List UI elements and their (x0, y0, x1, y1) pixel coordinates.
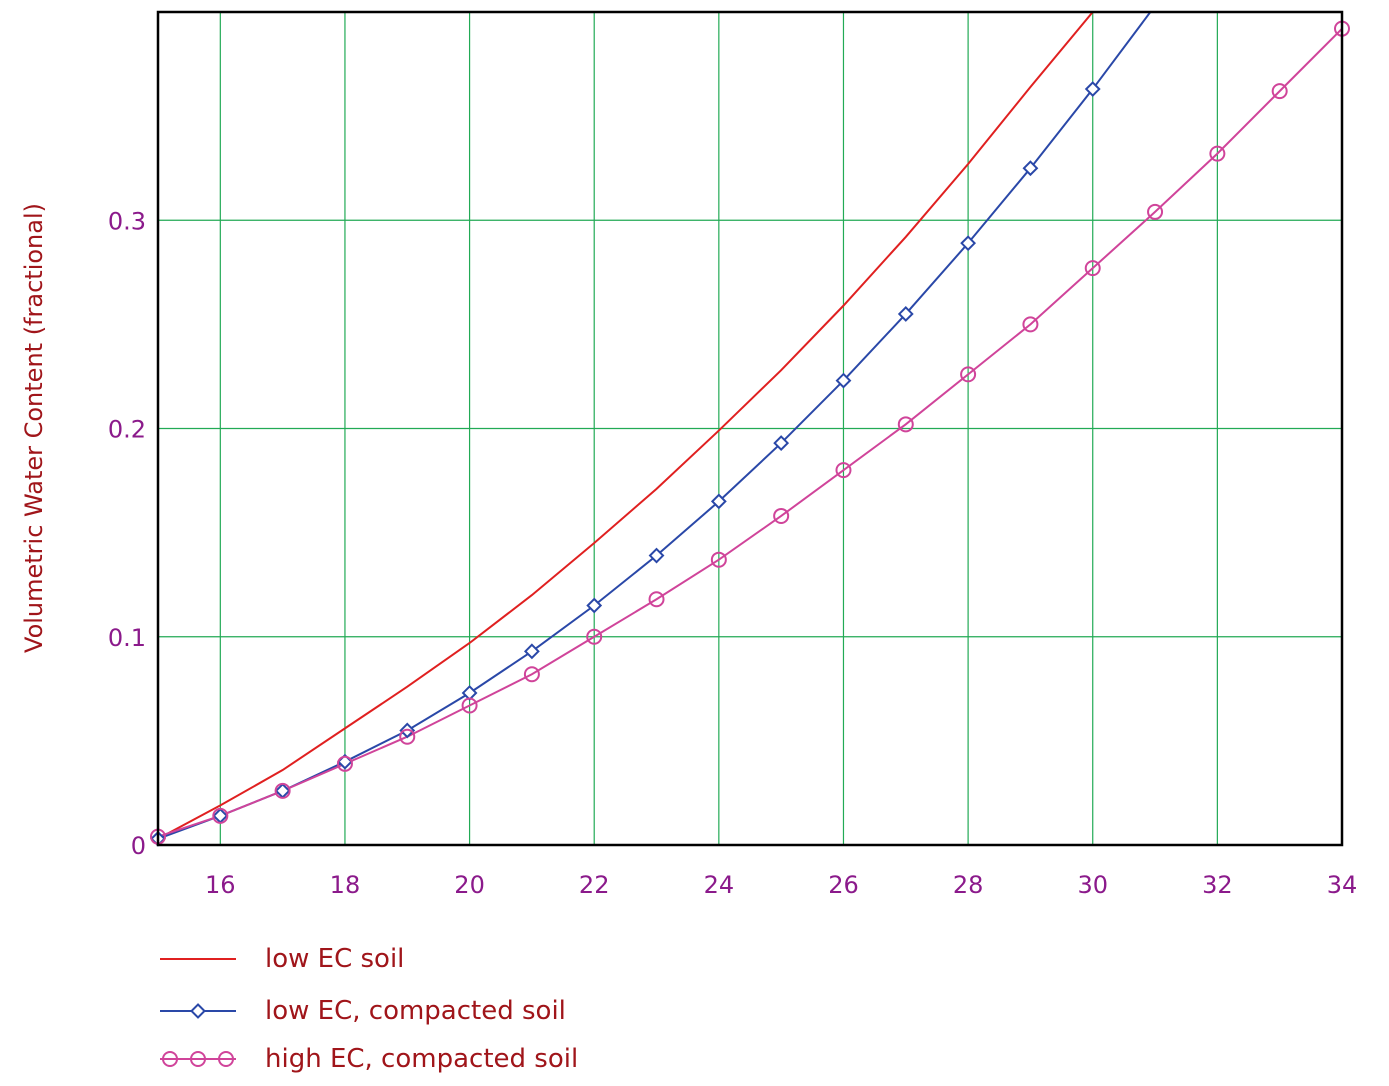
low-ec-soil-line (158, 12, 1095, 840)
low-ec-compacted-soil-point (461, 685, 478, 701)
legend-label: high EC, compacted soil (265, 1044, 578, 1074)
high-ec-compacted-soil-line (158, 27, 1342, 838)
high-ec-compacted-soil-point (960, 366, 977, 383)
low-ec-compacted-soil-point (1084, 81, 1101, 97)
y-tick-label: 0 (131, 832, 146, 860)
x-tick-label: 22 (579, 871, 610, 899)
high-ec-compacted-soil-point (523, 666, 540, 683)
low-ec-compacted-soil-point (897, 306, 914, 322)
low-ec-compacted-soil-point (523, 643, 540, 660)
y-axis-ticks: 0 0.1 0.2 0.3 (108, 207, 146, 860)
high-ec-compacted-soil-point (586, 628, 603, 645)
x-tick-label: 16 (205, 871, 236, 899)
high-ec-compacted-soil-point (835, 462, 852, 479)
high-ec-compacted-soil-point (399, 728, 416, 745)
high-ec-compacted-soil-point (1209, 145, 1226, 162)
legend-marker-diamond (190, 1003, 206, 1019)
y-tick-label: 0.1 (108, 624, 146, 652)
high-ec-compacted-soil-point (336, 755, 353, 772)
low-ec-compacted-soil-point (586, 597, 603, 614)
y-tick-label: 0.3 (108, 207, 146, 235)
high-ec-compacted-soil-point (897, 416, 914, 433)
high-ec-compacted-soil-point (212, 807, 229, 824)
high-ec-compacted-soil-point (1147, 203, 1164, 220)
grid (157, 12, 1343, 845)
x-axis-ticks: 16 18 20 22 24 26 28 30 32 34 (205, 871, 1357, 899)
x-tick-label: 24 (704, 871, 735, 899)
legend-label: low EC soil (265, 944, 404, 974)
high-ec-compacted-soil-point (1022, 316, 1039, 333)
marker-group (150, 20, 1350, 847)
legend-label: low EC, compacted soil (265, 996, 566, 1026)
high-ec-compacted-soil-point (1271, 83, 1288, 100)
low-ec-compacted-soil-point (773, 435, 790, 451)
low-ec-compacted-soil-point (710, 493, 727, 510)
legend-marker-circle (162, 1051, 178, 1067)
legend-marker-circle (190, 1051, 206, 1067)
x-tick-label: 18 (330, 871, 361, 899)
low-ec-compacted-soil-point (835, 372, 852, 389)
legend-item: low EC soil (160, 944, 404, 974)
x-tick-label: 34 (1327, 871, 1358, 899)
x-tick-label: 28 (953, 871, 984, 899)
low-ec-compacted-soil-point (960, 235, 977, 252)
high-ec-compacted-soil-point (274, 782, 291, 799)
legend: low EC soil low EC, compacted soil high EC… (160, 944, 578, 1074)
series-group (158, 12, 1342, 840)
high-ec-compacted-soil-point (461, 697, 478, 714)
legend-item: low EC, compacted soil (160, 996, 566, 1026)
x-tick-label: 20 (454, 871, 485, 899)
high-ec-compacted-soil-point (773, 507, 790, 524)
low-ec-compacted-soil-point (648, 547, 665, 564)
high-ec-compacted-soil-point (710, 551, 727, 568)
y-axis-label: Volumetric Water Content (fractional) (20, 203, 48, 653)
legend-marker-circle (218, 1051, 234, 1067)
low-ec-compacted-soil-point (1022, 160, 1039, 177)
low-ec-compacted-soil-line (158, 12, 1152, 840)
plot-frame (156, 10, 1344, 847)
x-tick-label: 30 (1077, 871, 1108, 899)
x-tick-label: 26 (828, 871, 859, 899)
y-tick-label: 0.2 (108, 416, 146, 444)
high-ec-compacted-soil-point (1084, 260, 1101, 277)
high-ec-compacted-soil-point (648, 591, 665, 608)
x-tick-label: 32 (1202, 871, 1233, 899)
legend-item: high EC, compacted soil (160, 1044, 578, 1074)
